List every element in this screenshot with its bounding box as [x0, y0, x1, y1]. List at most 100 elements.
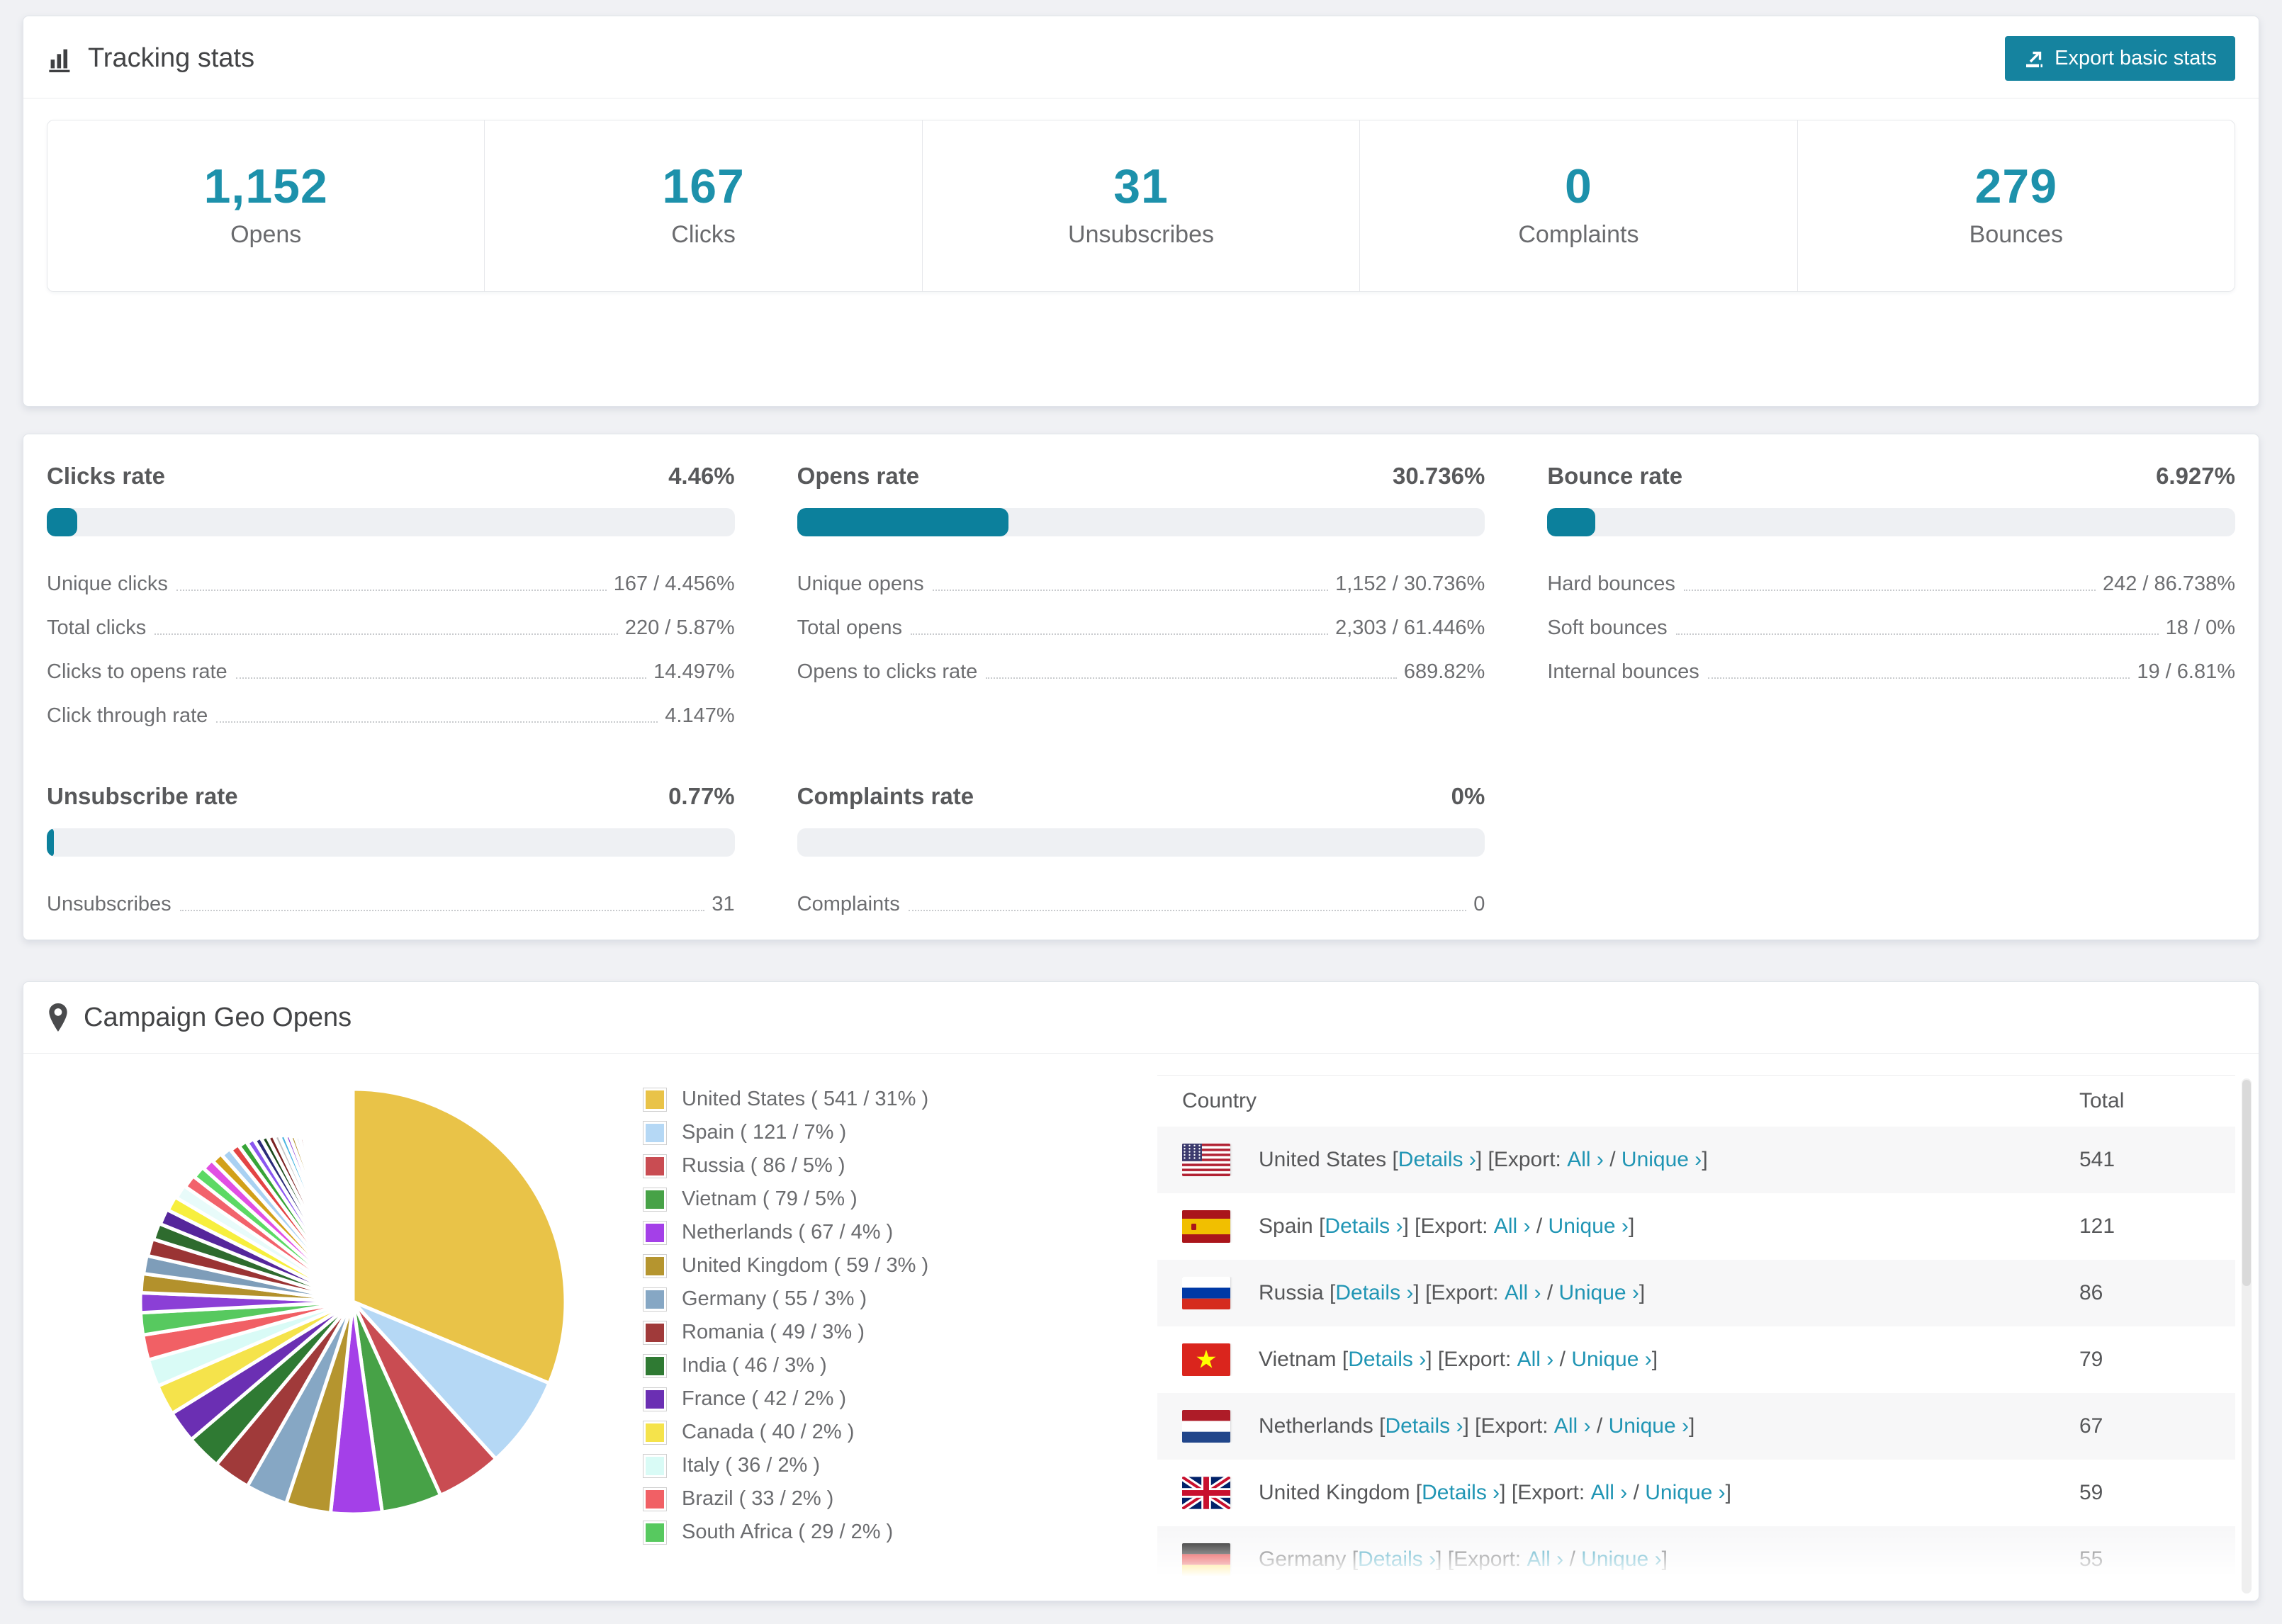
details-link[interactable]: Details › — [1358, 1547, 1437, 1571]
export-unique-link[interactable]: Unique › — [1548, 1214, 1629, 1238]
scrollbar-thumb[interactable] — [2242, 1080, 2251, 1286]
export-all-link[interactable]: All › — [1527, 1547, 1564, 1571]
summary-label: Clicks — [671, 221, 736, 248]
export-all-link[interactable]: All › — [1504, 1281, 1541, 1304]
country-total: 86 — [2079, 1281, 2103, 1304]
progress-bar — [797, 508, 1485, 536]
dotted-leader — [179, 910, 705, 911]
legend-label: Brazil ( 33 / 2% ) — [682, 1487, 834, 1510]
legend-label: Vietnam ( 79 / 5% ) — [682, 1188, 858, 1210]
export-unique-link[interactable]: Unique › — [1608, 1414, 1689, 1438]
summary-row: 1,152 Opens 167 Clicks 31 Unsubscribes 0… — [47, 120, 2235, 292]
legend-item[interactable]: Brazil ( 33 / 2% ) — [643, 1487, 1026, 1511]
dotted-leader — [235, 677, 647, 679]
rate-row-label: Unique opens — [797, 573, 924, 595]
rate-value: 4.46% — [668, 463, 735, 489]
legend-item[interactable]: Vietnam ( 79 / 5% ) — [643, 1187, 1026, 1212]
flag-nl-icon — [1182, 1410, 1230, 1443]
details-link[interactable]: Details › — [1335, 1281, 1414, 1304]
rate-card: Unsubscribe rate 0.77% Unsubscribes 31 — [47, 783, 735, 926]
details-link[interactable]: Details › — [1325, 1214, 1403, 1238]
export-unique-link[interactable]: Unique › — [1571, 1348, 1652, 1371]
legend-swatch — [643, 1320, 667, 1345]
legend-item[interactable]: France ( 42 / 2% ) — [643, 1387, 1026, 1411]
export-all-link[interactable]: All › — [1590, 1481, 1628, 1504]
legend-label: Netherlands ( 67 / 4% ) — [682, 1221, 894, 1244]
export-unique-link[interactable]: Unique › — [1645, 1481, 1726, 1504]
country-name: Russia — [1259, 1281, 1324, 1304]
legend-item[interactable]: India ( 46 / 3% ) — [643, 1353, 1026, 1378]
tracking-stats-card: Tracking stats Export basic stats 1,152 … — [23, 16, 2259, 407]
legend-item[interactable]: Canada ( 40 / 2% ) — [643, 1420, 1026, 1445]
column-header-total: Total — [2079, 1089, 2125, 1112]
export-unique-link[interactable]: Unique › — [1558, 1281, 1639, 1304]
dotted-leader — [154, 633, 618, 635]
rate-row: Internal bounces 19 / 6.81% — [1547, 650, 2235, 694]
rate-row-value: 2,303 / 61.446% — [1335, 616, 1485, 639]
geo-header-divider — [23, 1053, 2259, 1054]
legend-label: Germany ( 55 / 3% ) — [682, 1287, 867, 1310]
country-total: 55 — [2079, 1547, 2103, 1571]
rate-title: Clicks rate — [47, 463, 165, 489]
legend-item[interactable]: Romania ( 49 / 3% ) — [643, 1320, 1026, 1345]
rate-card: Complaints rate 0% Complaints 0 — [797, 783, 1485, 926]
export-unique-link[interactable]: Unique › — [1621, 1148, 1702, 1171]
flag-vn-icon — [1182, 1343, 1230, 1376]
legend-label: Spain ( 121 / 7% ) — [682, 1121, 847, 1144]
scrollbar-track[interactable] — [2242, 1078, 2252, 1594]
rate-row: Complaints 0 — [797, 882, 1485, 926]
dotted-leader — [176, 590, 607, 591]
legend-item[interactable]: Germany ( 55 / 3% ) — [643, 1287, 1026, 1312]
legend-item[interactable]: South Africa ( 29 / 2% ) — [643, 1520, 1026, 1545]
rate-card: Clicks rate 4.46% Unique clicks 167 / 4.… — [47, 463, 735, 738]
export-unique-link[interactable]: Unique › — [1581, 1547, 1662, 1571]
rate-card: Opens rate 30.736% Unique opens 1,152 / … — [797, 463, 1485, 738]
rate-title: Complaints rate — [797, 783, 974, 809]
rate-row-value: 242 / 86.738% — [2102, 573, 2235, 595]
export-all-link[interactable]: All › — [1493, 1214, 1531, 1238]
legend-swatch — [643, 1520, 667, 1545]
rates-card: Clicks rate 4.46% Unique clicks 167 / 4.… — [23, 434, 2259, 940]
summary-value: 0 — [1565, 159, 1592, 213]
details-link[interactable]: Details › — [1348, 1348, 1427, 1371]
rate-row-label: Click through rate — [47, 704, 208, 727]
rate-row-value: 19 / 6.81% — [2137, 660, 2235, 683]
country-total: 121 — [2079, 1214, 2115, 1238]
flag-de-icon — [1182, 1543, 1230, 1576]
map-pin-icon — [47, 1002, 69, 1033]
legend-swatch — [643, 1253, 667, 1278]
rate-row: Unique opens 1,152 / 30.736% — [797, 562, 1485, 606]
legend-item[interactable]: Netherlands ( 67 / 4% ) — [643, 1220, 1026, 1245]
dotted-leader — [932, 590, 1329, 591]
rate-card: Bounce rate 6.927% Hard bounces 242 / 86… — [1547, 463, 2235, 738]
progress-bar — [1547, 508, 2235, 536]
legend-item[interactable]: Spain ( 121 / 7% ) — [643, 1120, 1026, 1145]
legend-item[interactable]: United Kingdom ( 59 / 3% ) — [643, 1253, 1026, 1278]
rate-row: Unique clicks 167 / 4.456% — [47, 562, 735, 606]
progress-bar — [797, 828, 1485, 857]
rate-row-label: Hard bounces — [1547, 573, 1675, 595]
export-all-link[interactable]: All › — [1517, 1348, 1554, 1371]
export-all-link[interactable]: All › — [1553, 1414, 1591, 1438]
details-link[interactable]: Details › — [1385, 1414, 1463, 1438]
legend-item[interactable]: Italy ( 36 / 2% ) — [643, 1453, 1026, 1478]
export-all-link[interactable]: All › — [1567, 1148, 1604, 1171]
legend-item[interactable]: Russia ( 86 / 5% ) — [643, 1154, 1026, 1178]
flag-es-icon — [1182, 1210, 1230, 1243]
geo-country-table: Country Total United States [Details ›] … — [1157, 1075, 2235, 1593]
rate-value: 0.77% — [668, 783, 735, 809]
progress-bar — [47, 508, 735, 536]
summary-value: 167 — [662, 159, 745, 213]
details-link[interactable]: Details › — [1398, 1148, 1476, 1171]
table-row: Vietnam [Details ›] [Export: All › / Uni… — [1157, 1326, 2235, 1393]
legend-item[interactable]: United States ( 541 / 31% ) — [643, 1087, 1026, 1112]
export-basic-stats-button[interactable]: Export basic stats — [2005, 36, 2235, 81]
details-link[interactable]: Details › — [1422, 1481, 1500, 1504]
legend-label: South Africa ( 29 / 2% ) — [682, 1521, 894, 1543]
legend-swatch — [643, 1353, 667, 1378]
summary-label: Bounces — [1969, 221, 2063, 248]
rate-row-label: Clicks to opens rate — [47, 660, 227, 683]
summary-label: Unsubscribes — [1068, 221, 1214, 248]
table-header-row: Country Total — [1157, 1076, 2235, 1127]
progress-bar — [47, 828, 735, 857]
